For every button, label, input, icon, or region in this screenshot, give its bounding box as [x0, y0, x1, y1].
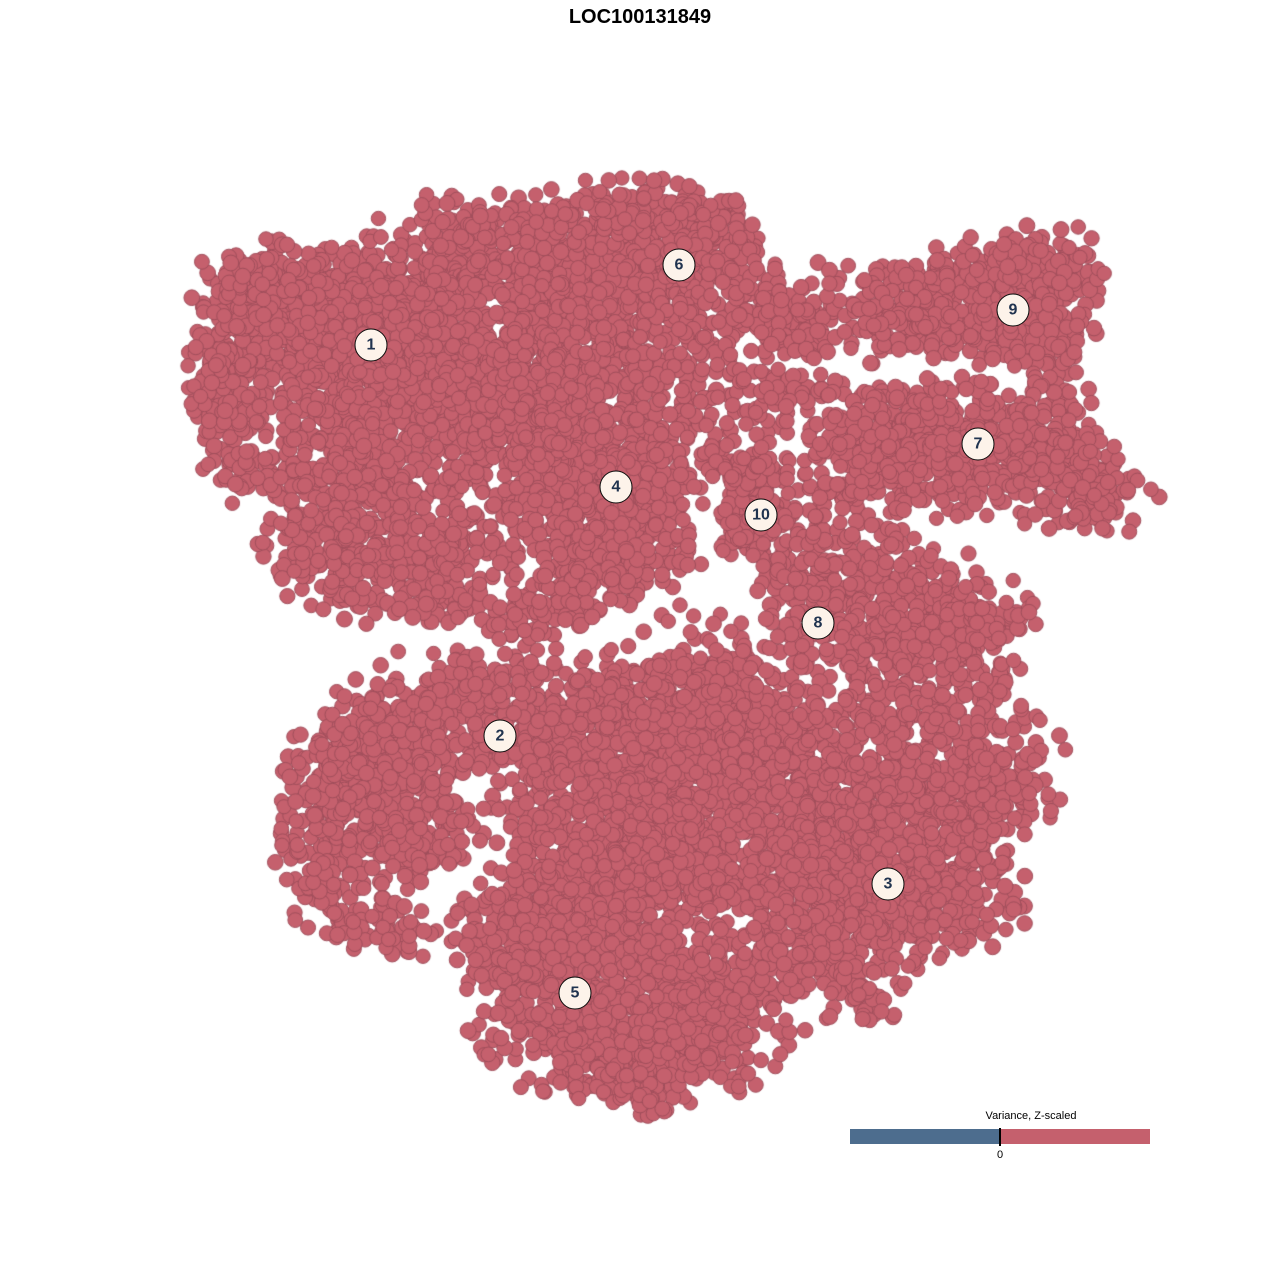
cluster-label-10: 10	[744, 498, 778, 532]
plot-title: LOC100131849	[568, 6, 712, 28]
colorbar-positive-segment	[1001, 1129, 1150, 1144]
cluster-label-1: 1	[354, 328, 388, 362]
colorbar-zero-label: 0	[996, 1149, 1004, 1161]
colorbar-zero-tick	[999, 1128, 1001, 1146]
cluster-label-3: 3	[871, 867, 905, 901]
colorbar-negative-segment	[850, 1129, 1001, 1144]
cluster-label-4: 4	[599, 470, 633, 504]
colorbar-title: Variance, Z-scaled	[985, 1110, 1077, 1122]
colorbar-legend: Variance, Z-scaled 0	[850, 1110, 1155, 1161]
cluster-label-5: 5	[558, 976, 592, 1010]
cluster-label-9: 9	[996, 293, 1030, 327]
cluster-label-6: 6	[662, 248, 696, 282]
colorbar-bar: 0	[850, 1128, 1150, 1161]
cluster-label-8: 8	[801, 606, 835, 640]
cluster-label-7: 7	[961, 427, 995, 461]
cluster-label-2: 2	[483, 719, 517, 753]
